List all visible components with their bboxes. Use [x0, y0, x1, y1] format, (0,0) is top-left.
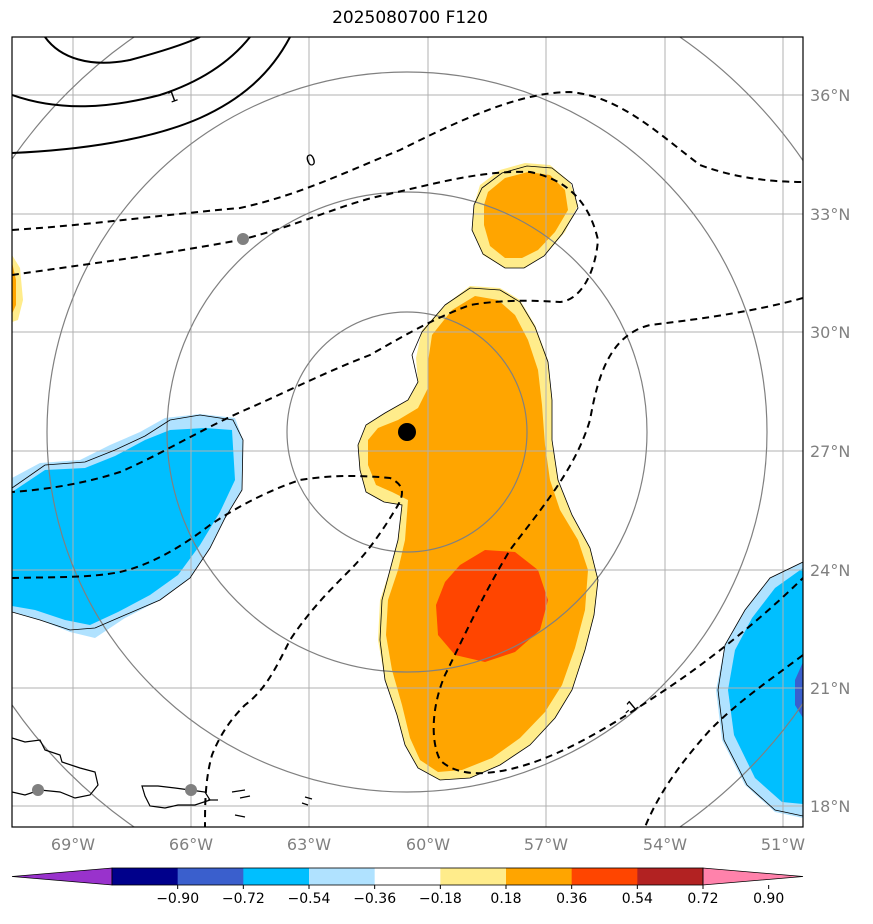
lat-label: 36°N — [810, 86, 850, 105]
colorbar-frame — [111, 867, 704, 886]
dashed-contours — [12, 90, 803, 827]
colorbar-tick-label: −0.54 — [288, 891, 331, 907]
lon-label: 54°W — [643, 835, 687, 854]
station-marker — [185, 784, 197, 796]
lat-label: 33°N — [810, 205, 850, 224]
colorbar-segment — [506, 868, 573, 885]
solid-contours — [12, 37, 291, 154]
colorbar-segment — [177, 868, 244, 885]
lon-label: 60°W — [406, 835, 450, 854]
colorbar-segment — [440, 868, 507, 885]
negative-anomaly-west-core — [12, 428, 235, 625]
lon-label: 57°W — [524, 835, 568, 854]
lon-label: 51°W — [761, 835, 805, 854]
lon-label: 69°W — [51, 835, 95, 854]
lat-label: 18°N — [810, 797, 850, 816]
lon-label: 66°W — [169, 835, 213, 854]
negative-anomaly-east-strong — [795, 662, 803, 718]
negative-anomaly-east-core — [728, 568, 803, 804]
positive-anomaly-main-core — [368, 296, 588, 772]
colorbar-extend-high — [702, 867, 804, 886]
graticule — [12, 37, 803, 827]
colorbar-segment — [571, 868, 638, 885]
station-marker — [237, 233, 249, 245]
colorbar-tick-label: −0.36 — [353, 891, 396, 907]
colorbar-extend-low — [11, 867, 113, 886]
colorbar-segment — [243, 868, 310, 885]
coastlines — [12, 737, 313, 818]
strong-positive-anomaly — [436, 550, 548, 662]
colorbar-tick-label: 0.90 — [753, 891, 784, 907]
contour-label: 0 — [303, 150, 318, 170]
contour-label: -1 — [619, 696, 642, 719]
lon-label: 63°W — [287, 835, 331, 854]
colorbar-tick-label: 0.72 — [687, 891, 718, 907]
colorbar-tick-label: 0.18 — [490, 891, 521, 907]
outline-contours — [12, 165, 803, 817]
lat-label: 21°N — [810, 679, 850, 698]
colorbar-tick-label: 0.54 — [622, 891, 653, 907]
station-marker — [32, 784, 44, 796]
colorbar-segment — [637, 868, 704, 885]
storm-center-marker — [398, 423, 416, 441]
lat-axis-labels: 18°N 21°N 24°N 27°N 30°N 33°N 36°N — [810, 86, 850, 816]
colorbar-segment — [309, 868, 376, 885]
colorbar: −0.90 −0.72 −0.54 −0.36 −0.18 0.18 0.36 0.54 0.7… — [11, 867, 804, 907]
lat-label: 30°N — [810, 323, 850, 342]
lat-label: 27°N — [810, 442, 850, 461]
plot-frame — [11, 36, 804, 828]
colorbar-segment — [374, 868, 441, 885]
colorbar-segment — [112, 868, 179, 885]
contour-label: 1 — [165, 87, 180, 107]
colorbar-tick-label: 0.36 — [556, 891, 587, 907]
lon-axis-labels: 69°W 66°W 63°W 60°W 57°W 54°W 51°W — [51, 835, 805, 854]
map-title: 2025080700 F120 — [332, 8, 488, 28]
colorbar-tick-label: −0.72 — [222, 891, 265, 907]
lat-label: 24°N — [810, 561, 850, 580]
colorbar-tick-label: −0.90 — [156, 891, 199, 907]
shaded-field — [12, 163, 803, 818]
colorbar-tick-label: −0.18 — [419, 891, 462, 907]
